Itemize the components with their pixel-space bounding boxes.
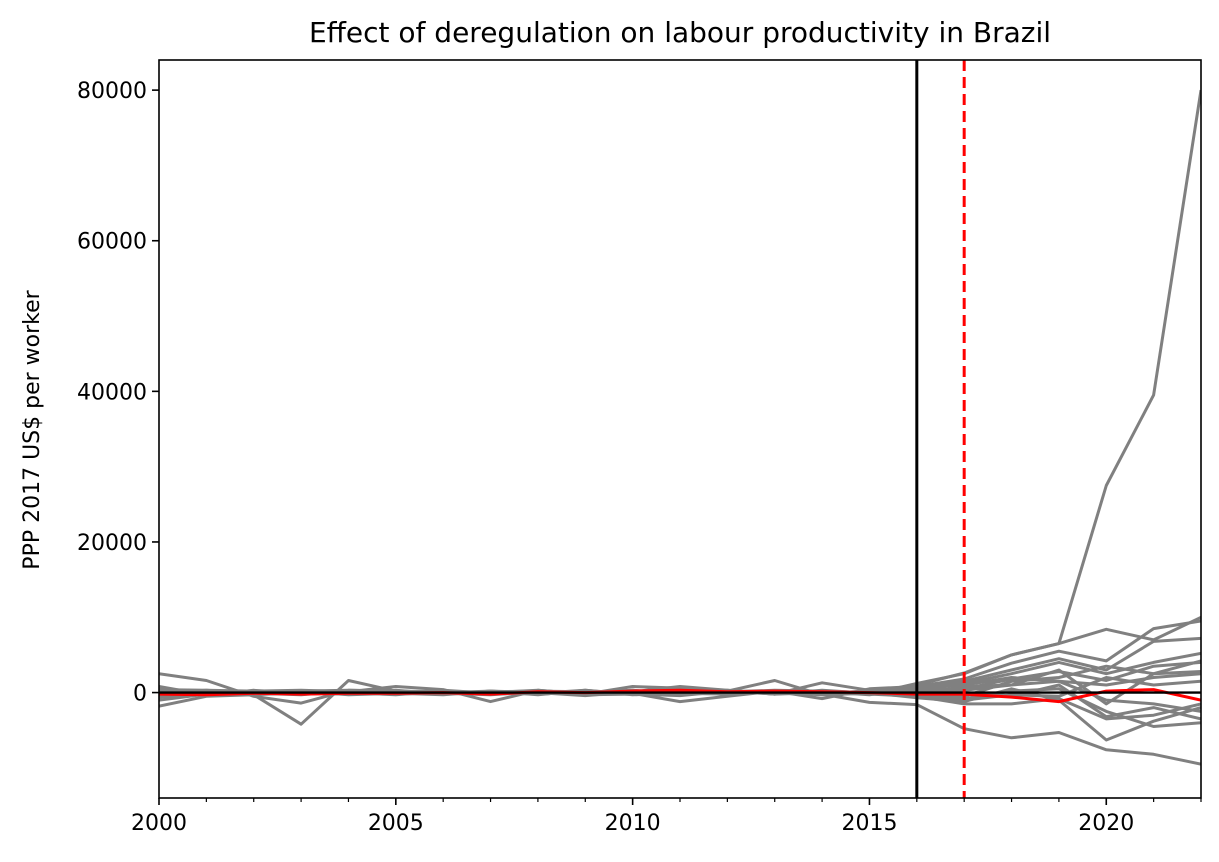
x-tick-label: 2015: [841, 811, 897, 836]
x-tick-label: 2010: [605, 811, 661, 836]
y-tick-label: 20000: [77, 531, 147, 556]
y-tick-label: 60000: [77, 230, 147, 255]
x-tick-label: 2020: [1078, 811, 1134, 836]
y-tick-label: 0: [133, 682, 147, 707]
axis-ticks: 0 20000 40000 60000 80000 2000 2005 2010 2015 202…: [77, 79, 1202, 836]
x-tick-label: 2000: [131, 811, 187, 836]
placebo-series-line-1: [159, 89, 1201, 705]
y-axis-label: PPP 2017 US$ per worker: [20, 289, 45, 569]
x-tick-label: 2005: [368, 811, 424, 836]
y-tick-label: 80000: [77, 79, 147, 104]
y-tick-label: 40000: [77, 380, 147, 405]
chart-title: Effect of deregulation on labour product…: [309, 16, 1051, 49]
series-layer: [159, 89, 1201, 766]
reference-lines: [159, 60, 1201, 798]
